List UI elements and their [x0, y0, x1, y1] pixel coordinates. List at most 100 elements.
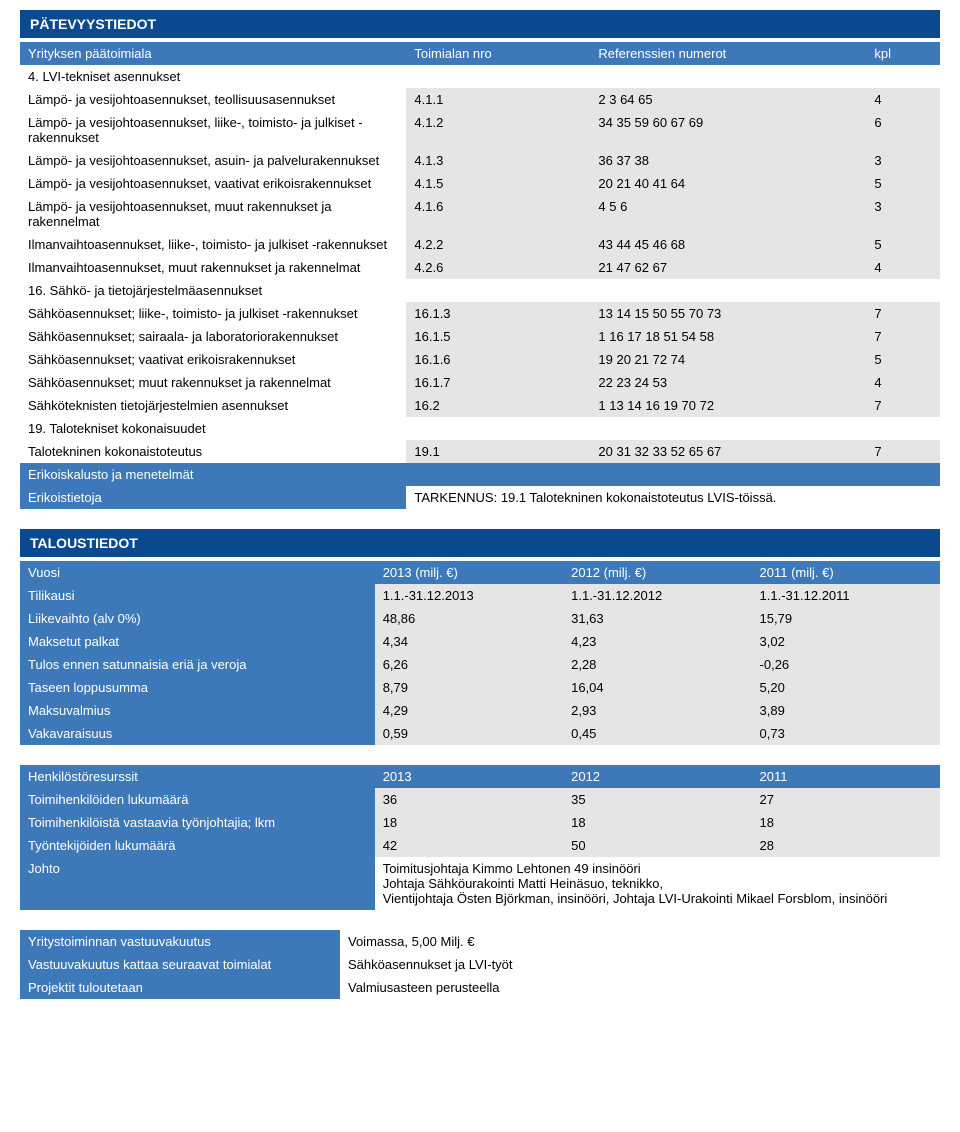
table-row: Lämpö- ja vesijohtoasennukset, teollisuu… — [20, 88, 940, 111]
hr-val-2011: 18 — [752, 811, 940, 834]
hr-val-2012: 18 — [563, 811, 751, 834]
item-label: Sähköasennukset; sairaala- ja laboratori… — [20, 325, 406, 348]
fin-val-2012: 2,93 — [563, 699, 751, 722]
erikoiskalusto-row: Erikoiskalusto ja menetelmät — [20, 463, 940, 486]
fin-val-2012: 31,63 — [563, 607, 751, 630]
category-row: 16. Sähkö- ja tietojärjestelmäasennukset — [20, 279, 940, 302]
item-nro: 4.1.2 — [406, 111, 590, 149]
item-nro: 4.1.1 — [406, 88, 590, 111]
table-row: Sähköasennukset; muut rakennukset ja rak… — [20, 371, 940, 394]
table-row: Vastuuvakuutus kattaa seuraavat toimiala… — [20, 953, 940, 976]
hr-row-label: Toimihenkilöistä vastaavia työnjohtajia;… — [20, 811, 375, 834]
table-row: Maksuvalmius4,292,933,89 — [20, 699, 940, 722]
item-nro: 4.1.6 — [406, 195, 590, 233]
category-row: 4. LVI-tekniset asennukset — [20, 65, 940, 88]
hr-row-label: Toimihenkilöiden lukumäärä — [20, 788, 375, 811]
item-ref: 1 13 14 16 19 70 72 — [590, 394, 866, 417]
extra-table: Yritystoiminnan vastuuvakuutusVoimassa, … — [20, 930, 940, 999]
extra-label: Yritystoiminnan vastuuvakuutus — [20, 930, 340, 953]
fin-val-2012: 0,45 — [563, 722, 751, 745]
fin-label: Vakavaraisuus — [20, 722, 375, 745]
item-kpl: 5 — [866, 348, 940, 371]
item-nro: 4.1.3 — [406, 149, 590, 172]
table-row: Sähköteknisten tietojärjestelmien asennu… — [20, 394, 940, 417]
taloustiedot-table: Vuosi 2013 (milj. €) 2012 (milj. €) 2011… — [20, 561, 940, 745]
fin-val-2011: 0,73 — [752, 722, 940, 745]
hr-row-label: Työntekijöiden lukumäärä — [20, 834, 375, 857]
fin-val-2011: 1.1.-31.12.2011 — [752, 584, 940, 607]
item-nro: 16.1.3 — [406, 302, 590, 325]
item-kpl: 7 — [866, 302, 940, 325]
erikoistietoja-value: TARKENNUS: 19.1 Talotekninen kokonaistot… — [406, 486, 940, 509]
hr-val-2012: 50 — [563, 834, 751, 857]
section-title-patevyystiedot: PÄTEVYYSTIEDOT — [20, 10, 940, 38]
fin-val-2011: -0,26 — [752, 653, 940, 676]
fin-val-2011: 3,89 — [752, 699, 940, 722]
item-nro: 16.2 — [406, 394, 590, 417]
hr-val-2012: 35 — [563, 788, 751, 811]
fin-val-2012: 4,23 — [563, 630, 751, 653]
col-ref: Referenssien numerot — [590, 42, 866, 65]
table-row: Taseen loppusumma8,7916,045,20 — [20, 676, 940, 699]
hr-val-2013: 42 — [375, 834, 563, 857]
extra-label: Vastuuvakuutus kattaa seuraavat toimiala… — [20, 953, 340, 976]
johto-label: Johto — [20, 857, 375, 910]
item-nro: 16.1.7 — [406, 371, 590, 394]
item-kpl: 7 — [866, 394, 940, 417]
item-ref: 20 31 32 33 52 65 67 — [590, 440, 866, 463]
fin-val-2011: 5,20 — [752, 676, 940, 699]
extra-value: Voimassa, 5,00 Milj. € — [340, 930, 940, 953]
item-label: Sähköteknisten tietojärjestelmien asennu… — [20, 394, 406, 417]
year-2013: 2013 (milj. €) — [375, 561, 563, 584]
erikoistietoja-row: Erikoistietoja TARKENNUS: 19.1 Talotekni… — [20, 486, 940, 509]
hr-val-2011: 28 — [752, 834, 940, 857]
fin-label: Liikevaihto (alv 0%) — [20, 607, 375, 630]
erikoistietoja-label: Erikoistietoja — [20, 486, 406, 509]
hr-2012: 2012 — [563, 765, 751, 788]
item-label: Lämpö- ja vesijohtoasennukset, muut rake… — [20, 195, 406, 233]
item-ref: 43 44 45 46 68 — [590, 233, 866, 256]
table-row: Työntekijöiden lukumäärä425028 — [20, 834, 940, 857]
table-row: Lämpö- ja vesijohtoasennukset, vaativat … — [20, 172, 940, 195]
hr-label: Henkilöstöresurssit — [20, 765, 375, 788]
item-kpl: 7 — [866, 325, 940, 348]
table-row: Toimihenkilöiden lukumäärä363527 — [20, 788, 940, 811]
erikoiskalusto-label: Erikoiskalusto ja menetelmät — [20, 463, 940, 486]
fin-val-2013: 0,59 — [375, 722, 563, 745]
table-row: Yritystoiminnan vastuuvakuutusVoimassa, … — [20, 930, 940, 953]
item-ref: 19 20 21 72 74 — [590, 348, 866, 371]
item-nro: 16.1.6 — [406, 348, 590, 371]
item-label: Talotekninen kokonaistoteutus — [20, 440, 406, 463]
fin-val-2012: 16,04 — [563, 676, 751, 699]
table-row: Talotekninen kokonaistoteutus19.120 31 3… — [20, 440, 940, 463]
table-row: Lämpö- ja vesijohtoasennukset, asuin- ja… — [20, 149, 940, 172]
table-row: Vakavaraisuus0,590,450,73 — [20, 722, 940, 745]
table-row: Tulos ennen satunnaisia eriä ja veroja6,… — [20, 653, 940, 676]
fin-val-2011: 15,79 — [752, 607, 940, 630]
item-kpl: 4 — [866, 88, 940, 111]
hr-table: Henkilöstöresurssit 2013 2012 2011 Toimi… — [20, 765, 940, 910]
col-nro: Toimialan nro — [406, 42, 590, 65]
table-row: Lämpö- ja vesijohtoasennukset, muut rake… — [20, 195, 940, 233]
table-row: Liikevaihto (alv 0%)48,8631,6315,79 — [20, 607, 940, 630]
table-row: Ilmanvaihtoasennukset, liike-, toimisto-… — [20, 233, 940, 256]
johto-value: Toimitusjohtaja Kimmo Lehtonen 49 insinö… — [375, 857, 940, 910]
item-label: Lämpö- ja vesijohtoasennukset, vaativat … — [20, 172, 406, 195]
item-kpl: 4 — [866, 256, 940, 279]
item-nro: 16.1.5 — [406, 325, 590, 348]
item-kpl: 5 — [866, 233, 940, 256]
fin-val-2012: 2,28 — [563, 653, 751, 676]
item-ref: 20 21 40 41 64 — [590, 172, 866, 195]
hr-2011: 2011 — [752, 765, 940, 788]
extra-label: Projektit tuloutetaan — [20, 976, 340, 999]
section-title-taloustiedot: TALOUSTIEDOT — [20, 529, 940, 557]
table-row: Sähköasennukset; sairaala- ja laboratori… — [20, 325, 940, 348]
item-kpl: 7 — [866, 440, 940, 463]
fin-label: Taseen loppusumma — [20, 676, 375, 699]
category-label: 19. Talotekniset kokonaisuudet — [20, 417, 940, 440]
fin-val-2013: 8,79 — [375, 676, 563, 699]
item-label: Lämpö- ja vesijohtoasennukset, asuin- ja… — [20, 149, 406, 172]
year-2012: 2012 (milj. €) — [563, 561, 751, 584]
item-label: Ilmanvaihtoasennukset, muut rakennukset … — [20, 256, 406, 279]
fin-label: Maksuvalmius — [20, 699, 375, 722]
